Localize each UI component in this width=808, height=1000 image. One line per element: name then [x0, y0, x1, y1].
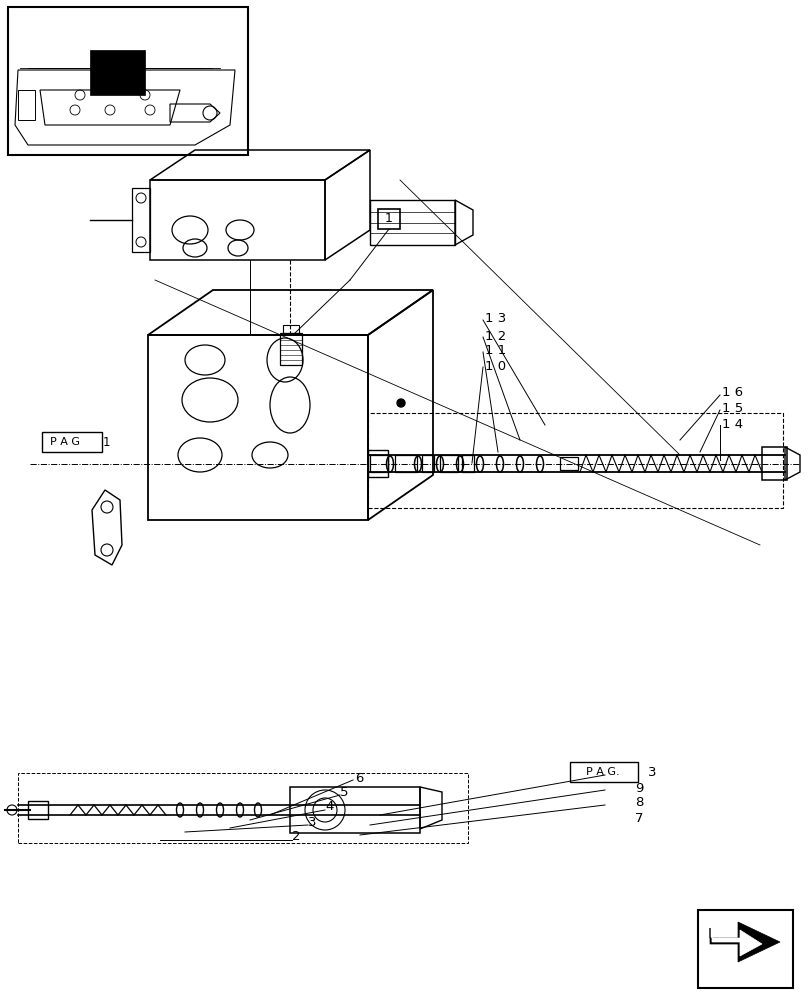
Bar — [283, 325, 299, 333]
Bar — [28, 801, 48, 819]
Bar — [290, 787, 420, 833]
Bar — [368, 450, 388, 477]
Bar — [148, 335, 368, 520]
Text: 8: 8 — [635, 796, 643, 810]
Text: 3: 3 — [308, 816, 317, 828]
Text: 7: 7 — [635, 812, 643, 824]
Text: 3: 3 — [648, 766, 656, 778]
Text: 1 5: 1 5 — [722, 402, 743, 416]
Bar — [762, 447, 787, 480]
Text: 1 3: 1 3 — [485, 312, 507, 326]
Bar — [422, 455, 434, 472]
Bar — [570, 762, 638, 782]
Bar — [395, 455, 417, 472]
Text: 1 4: 1 4 — [722, 418, 743, 432]
Text: P A G: P A G — [50, 437, 80, 447]
Bar — [8, 7, 248, 155]
Text: 4: 4 — [325, 800, 334, 814]
Text: 1 0: 1 0 — [485, 360, 506, 372]
Text: 1: 1 — [103, 436, 110, 448]
Polygon shape — [712, 930, 762, 956]
Text: 5: 5 — [340, 786, 348, 798]
Bar — [370, 200, 455, 245]
Text: 1 6: 1 6 — [722, 386, 743, 399]
Bar — [150, 180, 325, 260]
Bar — [462, 455, 474, 472]
Bar — [378, 209, 400, 229]
Bar — [560, 457, 578, 470]
Text: 1 2: 1 2 — [485, 330, 507, 342]
Bar — [440, 455, 458, 472]
Bar — [698, 910, 793, 988]
Bar — [280, 333, 302, 365]
Bar — [368, 413, 783, 508]
Bar — [700, 912, 791, 986]
Text: 1: 1 — [385, 213, 393, 226]
Text: 9: 9 — [635, 782, 643, 794]
Text: 6: 6 — [355, 772, 364, 784]
Text: P A G.: P A G. — [586, 767, 620, 777]
Bar — [370, 455, 388, 472]
Bar — [18, 773, 468, 843]
Bar — [42, 432, 102, 452]
Text: 1 1: 1 1 — [485, 344, 507, 358]
Polygon shape — [710, 922, 780, 962]
Circle shape — [397, 399, 405, 407]
Text: 2: 2 — [292, 830, 301, 844]
Bar — [90, 50, 145, 95]
